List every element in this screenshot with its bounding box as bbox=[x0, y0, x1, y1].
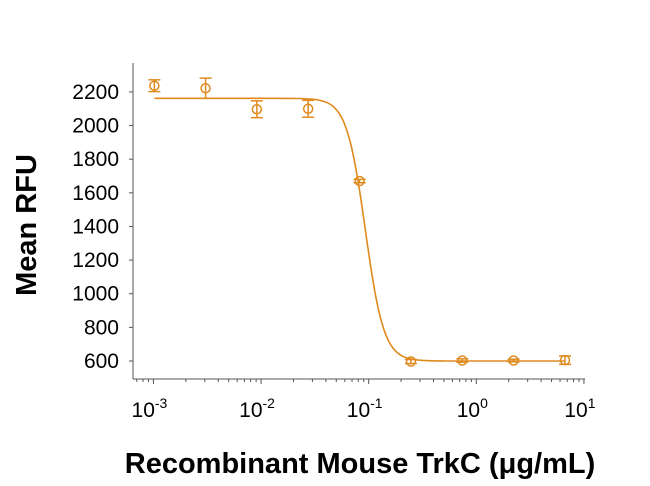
fit-curve-layer bbox=[154, 97, 565, 362]
y-tick-label: 1400 bbox=[72, 215, 119, 238]
data-point bbox=[404, 356, 417, 367]
y-tick-label: 600 bbox=[84, 350, 119, 373]
data-point bbox=[507, 355, 520, 366]
x-tick-label: 101 bbox=[564, 395, 595, 422]
point-marker bbox=[559, 354, 571, 366]
axes: 600 800 1000 1200 1400 1600 1800 2000 2200 10-3 10… bbox=[72, 63, 596, 422]
y-tick-label: 2200 bbox=[72, 81, 119, 104]
fit-curve bbox=[154, 97, 565, 362]
data-point bbox=[353, 175, 366, 187]
data-point bbox=[456, 355, 469, 366]
point-marker bbox=[302, 103, 314, 114]
x-axis-title: Recombinant Mouse TrkC (μg/mL) bbox=[125, 448, 596, 480]
data-point bbox=[250, 100, 263, 119]
data-points-layer bbox=[148, 77, 571, 367]
point-marker bbox=[508, 355, 519, 366]
y-axis-title: Mean RFU bbox=[11, 154, 43, 296]
x-tick-label: 10-2 bbox=[239, 395, 275, 422]
x-tick-label: 10-3 bbox=[132, 395, 168, 422]
y-tick-label: 2000 bbox=[72, 115, 119, 138]
point-marker bbox=[251, 103, 263, 115]
y-tick-label: 1800 bbox=[72, 148, 119, 171]
x-tick-label: 100 bbox=[457, 395, 488, 422]
point-marker bbox=[149, 80, 160, 91]
y-tick-label: 1600 bbox=[72, 182, 119, 205]
data-point bbox=[558, 354, 571, 366]
x-tick-label: 10-1 bbox=[347, 395, 383, 422]
y-tick-label: 1200 bbox=[72, 249, 119, 272]
data-point bbox=[199, 77, 212, 100]
point-marker bbox=[457, 355, 468, 366]
data-point bbox=[302, 99, 315, 118]
point-marker bbox=[200, 82, 211, 94]
y-tick-label: 800 bbox=[84, 316, 119, 339]
point-marker bbox=[354, 175, 365, 187]
y-tick-label: 1000 bbox=[72, 283, 119, 306]
data-point bbox=[148, 79, 161, 93]
point-marker bbox=[405, 356, 417, 367]
